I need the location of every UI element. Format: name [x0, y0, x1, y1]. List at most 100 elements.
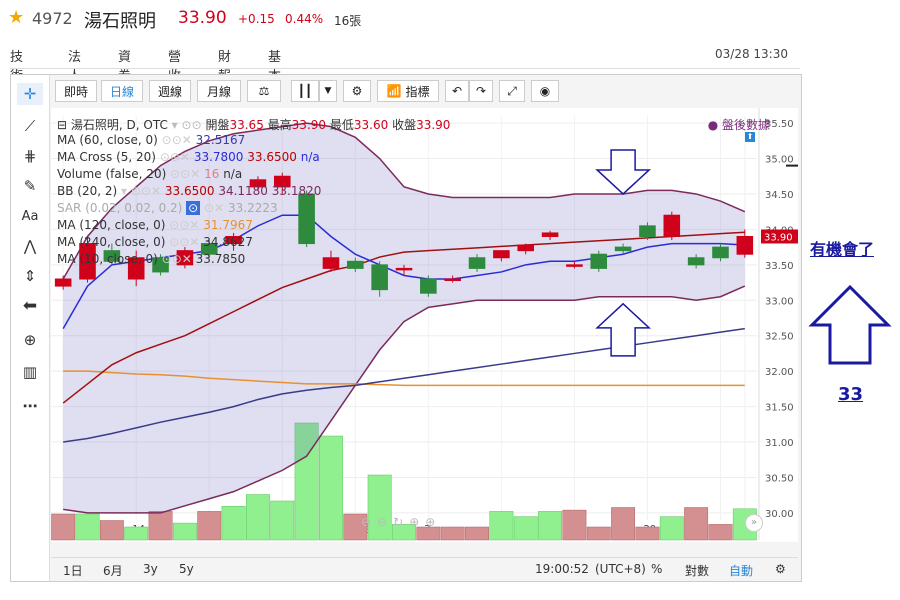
candle-body: [54, 278, 72, 287]
ohlc-close-label: 收盤: [392, 118, 417, 132]
favorite-star-icon[interactable]: ★: [8, 7, 25, 28]
legend-row-controls[interactable]: ⊙⊙✕: [169, 235, 200, 249]
candle-body: [639, 225, 656, 237]
legend-value-2: 34.1180: [218, 184, 268, 198]
candle-body: [566, 264, 583, 267]
candle-body: [395, 267, 413, 271]
legend-macross: MA Cross (5, 20) ⊙⊙✕ 33.7800 33.6500 n/a: [57, 150, 320, 164]
legend-title-row: ⊟ 湯石照明, D, OTC ▾ ⊙⊙ 開盤33.65 最高33.90 最低33…: [57, 116, 450, 133]
legend-row-controls[interactable]: ⊙⊙✕: [161, 252, 192, 266]
stock-price: 33.90: [178, 8, 227, 28]
zoom-in-nav-icon[interactable]: ⊕: [409, 515, 420, 529]
arrow-left-icon[interactable]: ⬅: [22, 296, 38, 316]
scroll-right-nav-icon[interactable]: ⊕: [425, 515, 436, 529]
redo-icon[interactable]: ↷: [469, 80, 493, 102]
price-chart-area[interactable]: 35.5035.0034.5034.0033.5033.0032.5032.00…: [51, 108, 798, 542]
legend-symbol: 湯石照明, D, OTC: [70, 118, 168, 132]
range-1d-button[interactable]: 1日: [63, 564, 83, 578]
pattern-icon[interactable]: ⋀: [23, 237, 37, 255]
reset-nav-icon[interactable]: ↻: [393, 515, 404, 529]
legend-row-controls[interactable]: ⊙⊙✕: [170, 167, 201, 181]
settings-gear-icon[interactable]: ⚙: [343, 80, 371, 102]
interval-realtime-button[interactable]: 即時: [55, 80, 97, 102]
volume-bar: [148, 511, 173, 541]
trend-line-icon[interactable]: ⟋: [24, 117, 36, 135]
legend-row-controls[interactable]: ⊙⊙✕: [159, 150, 190, 164]
candle-body: [663, 214, 681, 237]
stock-header: ★ 4972 湯石照明 33.90 +0.15 0.44% 16張: [0, 0, 900, 38]
ruler-icon[interactable]: ▥: [22, 363, 38, 381]
candle-body: [200, 243, 218, 255]
scroll-to-top-icon[interactable]: ⬆: [745, 132, 755, 142]
range-3y-button[interactable]: 3y: [143, 562, 158, 576]
volume-bar: [562, 509, 587, 541]
camera-icon[interactable]: ◉: [531, 80, 559, 102]
legend-ma10: MA (10, close, 0) ⊙⊙✕ 33.7850: [57, 252, 245, 266]
volume-bar: [75, 513, 100, 541]
brush-icon[interactable]: ✎: [23, 177, 37, 195]
chart-bottom-bar: 1日 6月 3y 5y 19:00:52 (UTC+8) % 對數 自動 ⚙: [51, 557, 798, 580]
y-tick-label: 35.50: [765, 119, 794, 130]
auto-scale-toggle[interactable]: 自動: [729, 564, 754, 578]
clock-time: 19:00:52: [535, 562, 589, 576]
zoom-in-icon[interactable]: ⊕: [23, 331, 37, 349]
interval-monthly-button[interactable]: 月線: [197, 80, 241, 102]
range-6m-button[interactable]: 6月: [103, 564, 123, 578]
scroll-left-nav-icon[interactable]: ⊖: [377, 515, 388, 529]
legend-row-controls-2[interactable]: ⊙✕: [204, 201, 225, 215]
candle-body: [614, 246, 632, 252]
undo-icon[interactable]: ↶: [445, 80, 469, 102]
indicators-button[interactable]: 📶 指標: [377, 80, 439, 102]
measure-icon[interactable]: ⇕: [23, 267, 37, 285]
annotation-up-arrow-small-icon: [595, 302, 652, 357]
price-change: +0.15: [238, 12, 275, 26]
legend-row-controls[interactable]: ⊙⊙✕: [161, 133, 192, 147]
y-tick-label: 31.50: [765, 403, 794, 414]
scroll-right-icon[interactable]: »: [745, 514, 763, 532]
indicators-icon: 📶: [386, 84, 402, 98]
volume-bar: [635, 526, 660, 541]
legend-sar: SAR (0.02, 0.02, 0.2) ⊙ ⊙✕ 33.2223: [57, 201, 278, 215]
crosshair-icon[interactable]: ✛: [17, 83, 43, 105]
zoom-out-nav-icon[interactable]: ⊖: [361, 515, 372, 529]
legend-ma120: MA (120, close, 0) ⊙⊙✕ 31.7967: [57, 218, 253, 232]
volume-bar: [440, 526, 465, 541]
fib-lines-icon[interactable]: ⋕: [23, 147, 37, 165]
volume-bar: [245, 494, 270, 541]
legend-row-controls[interactable]: ⊙: [186, 201, 201, 215]
compare-scale-icon[interactable]: ⚖: [247, 80, 281, 102]
text-tool-icon[interactable]: Aa: [21, 208, 39, 224]
collapse-legend-icon[interactable]: ⊟: [57, 118, 68, 132]
volume-bar: [513, 516, 538, 541]
more-tools-icon[interactable]: ⋯: [22, 397, 38, 415]
ohlc-high-value: 33.90: [291, 118, 327, 132]
interval-weekly-button[interactable]: 週線: [149, 80, 191, 102]
candle-body: [468, 257, 486, 269]
bottom-settings-gear-icon[interactable]: ⚙: [775, 562, 786, 576]
legend-row-controls[interactable]: ▾ ⊙⊙: [171, 118, 202, 132]
indicators-label: 指標: [405, 84, 430, 99]
candle-body: [103, 250, 121, 262]
legend-value-3: 33.1820: [271, 184, 322, 198]
candle-body: [444, 278, 461, 282]
y-tick-label: 30.00: [765, 509, 794, 520]
interval-daily-button[interactable]: 日線: [101, 80, 143, 102]
legend-value: 33.7800: [193, 150, 244, 164]
legend-row-controls[interactable]: ▾ ⊙⊙✕: [121, 184, 162, 198]
legend-row-controls[interactable]: ⊙⊙✕: [169, 218, 200, 232]
fullscreen-icon[interactable]: ⤢: [499, 80, 525, 102]
y-tick-label: 32.50: [765, 332, 794, 343]
timezone-label[interactable]: (UTC+8): [595, 562, 646, 576]
legend-ma240: MA (240, close, 0) ⊙⊙✕ 34.8627: [57, 235, 253, 249]
annotation-note: 有機會了: [810, 240, 875, 259]
volume-bar: [99, 520, 124, 541]
legend-value: 32.5167: [195, 133, 246, 147]
candle-type-icon[interactable]: ┃┃: [291, 80, 319, 102]
candle-body: [152, 257, 169, 273]
candle-body: [712, 246, 729, 259]
log-scale-toggle[interactable]: 對數: [685, 564, 710, 578]
legend-value: 33.7850: [195, 252, 246, 266]
percent-scale-toggle[interactable]: %: [651, 562, 663, 576]
range-5y-button[interactable]: 5y: [179, 562, 194, 576]
chevron-down-icon[interactable]: ▼: [319, 80, 337, 102]
